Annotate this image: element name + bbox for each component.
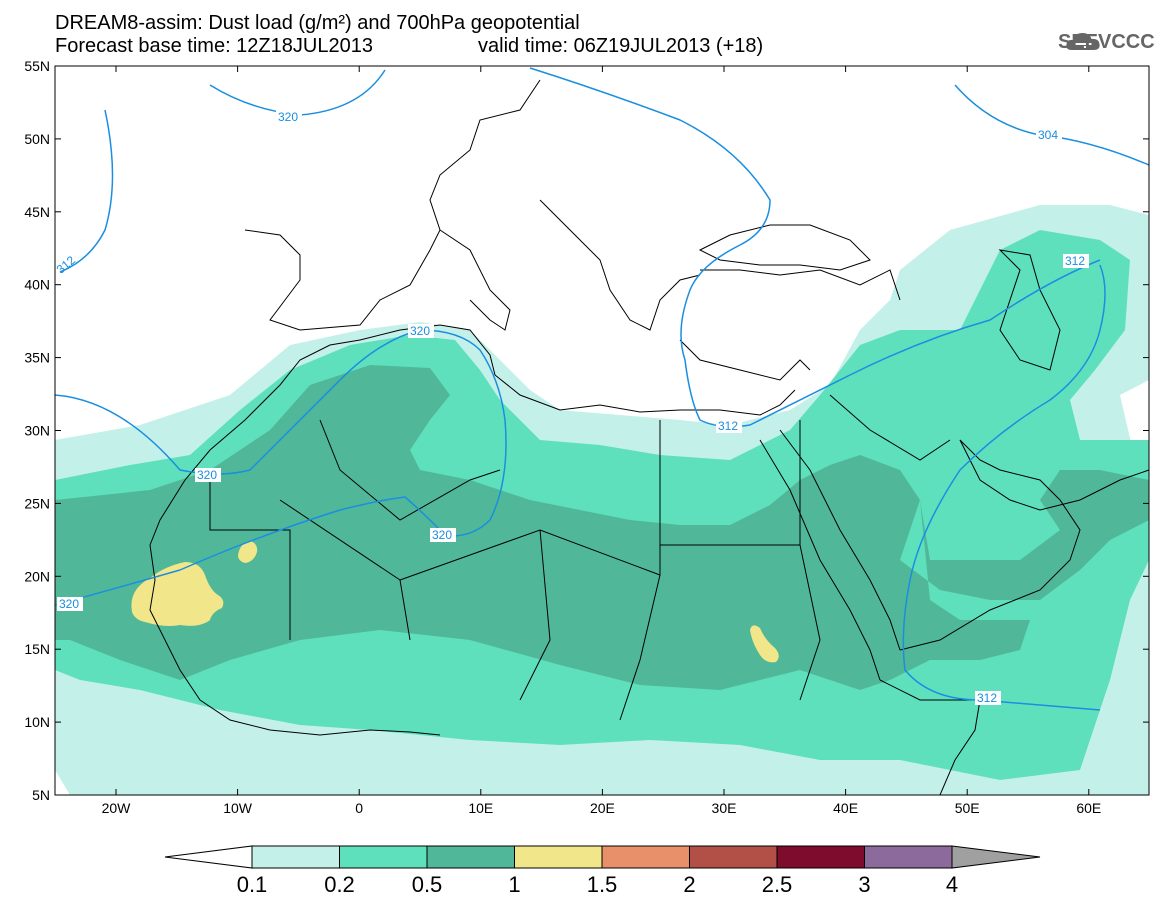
contour-label: 320 [432,528,452,542]
colorbar-segment [514,845,603,869]
forecast-base-time: Forecast base time: 12Z18JUL2013 [55,35,373,57]
dust-band-1-small [238,541,258,563]
colorbar-segment [601,845,690,869]
colorbar-label: 1 [508,872,521,897]
contour-label: 312 [54,253,79,277]
lon-tick-label: 60E [1076,800,1101,816]
colorbar-label: 2.5 [761,872,793,897]
cloud-logo-icon [1066,33,1100,50]
colorbar-segment [251,845,340,869]
colorbar-label: 0.1 [236,872,268,897]
colorbar-label: 0.5 [411,872,443,897]
lon-tick-label: 50E [955,800,980,816]
longitude-axis: 20W 10W 0 10E 20E 30E 40E 50E 60E [102,66,1101,816]
lat-tick-label: 10N [24,714,50,730]
colorbar [164,845,1041,869]
lat-tick-label: 50N [24,131,50,147]
logo-text: SEEVCCC [1058,31,1155,53]
coastlines [149,79,1149,795]
colorbar-label: 0.2 [324,872,355,897]
dust-band-1-sudan [750,625,779,663]
lat-tick-label: 20N [24,568,50,584]
lat-tick-label: 30N [24,423,50,439]
lat-tick-label: 35N [24,350,50,366]
lat-tick-label: 40N [24,277,50,293]
contour-label: 320 [278,110,298,124]
lon-tick-label: 20W [102,800,132,816]
colorbar-label: 4 [945,872,959,897]
contour-label: 312 [1065,254,1085,268]
contour-label: 312 [977,691,997,705]
colorbar-segment [776,845,865,869]
lat-tick-label: 5N [32,787,50,803]
latitude-axis: 55N 50N 45N 40N 35N 30N 25N 20N 15N 10N 5N [24,58,1149,803]
contour-label: 304 [1038,128,1058,142]
lon-tick-label: 40E [833,800,858,816]
colorbar-segment [864,845,953,869]
geopotential-contours [55,67,1149,711]
colorbar-segment [426,845,515,869]
contour-label: 320 [59,597,79,611]
lat-tick-label: 55N [24,58,50,74]
colorbar-lower-arrow [164,845,253,869]
colorbar-upper-arrow [951,845,1041,869]
lon-tick-label: 10W [223,800,253,816]
colorbar-segment [689,845,778,869]
contour-label: 320 [410,324,430,338]
map-title: DREAM8-assim: Dust load (g/m²) and 700hP… [55,12,580,34]
colorbar-label: 3 [858,872,871,897]
lon-tick-label: 20E [590,800,615,816]
dust-fields [55,205,1149,795]
lat-tick-label: 15N [24,641,50,657]
contour-label: 312 [718,419,738,433]
lat-tick-label: 45N [24,204,50,220]
valid-time: valid time: 06Z19JUL2013 (+18) [478,35,764,57]
colorbar-label: 2 [683,872,696,897]
lon-tick-label: 10E [468,800,493,816]
colorbar-segment [339,845,428,869]
dust-band-0.5 [55,365,1149,690]
lon-tick-label: 0 [355,800,363,816]
lon-tick-label: 30E [712,800,737,816]
lat-tick-label: 25N [24,495,50,511]
colorbar-label: 1.5 [586,872,618,897]
contour-labels: 320 304 312 312 320 320 320 320 312 312 [54,110,1089,705]
contour-label: 320 [197,468,217,482]
